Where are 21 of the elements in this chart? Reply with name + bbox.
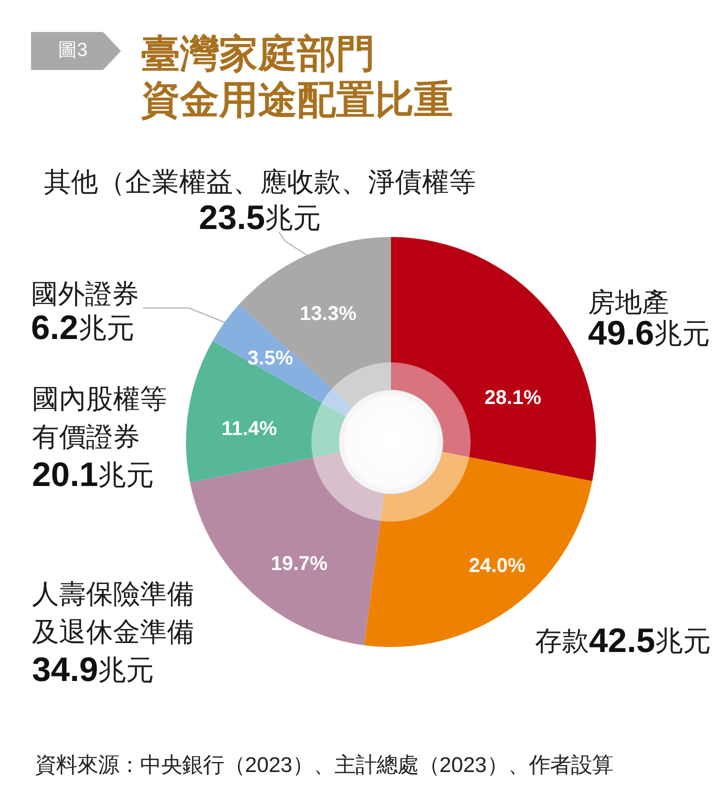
text: 11.4% <box>221 418 278 440</box>
text: 19.7% <box>270 552 328 575</box>
slice-label: 人壽保險準備及退休金準備 <box>32 579 194 647</box>
source-note: 資料來源：中央銀行（2023）、主計總處（2023）、作者設算 <box>35 753 613 777</box>
slice-label: 存款 <box>535 626 589 656</box>
text: 24.0% <box>468 554 526 577</box>
text: 13.3% <box>300 303 356 326</box>
slice-label: 國外證券 <box>31 279 139 309</box>
slice-label: 國內股權等有價證券 <box>32 384 167 452</box>
data-label: 23.5兆元 <box>198 199 322 237</box>
data-label: 6.2兆元 <box>31 309 134 347</box>
data-label: 42.5兆元 <box>589 622 712 660</box>
data-label: 49.6兆元 <box>588 314 710 352</box>
arrow-tag: 圖3 <box>31 32 121 70</box>
slice-label: 其他（企業權益、應收款、淨債權等 <box>44 167 476 197</box>
data-label: 34.9兆元 <box>32 651 154 689</box>
slice-label: 房地產 <box>588 288 669 318</box>
chart-title: 臺灣家庭部門資金用途配置比重 <box>141 31 453 123</box>
text: 3.5% <box>248 348 294 370</box>
data-label: 20.1兆元 <box>32 456 154 494</box>
text: 28.1% <box>484 387 542 410</box>
